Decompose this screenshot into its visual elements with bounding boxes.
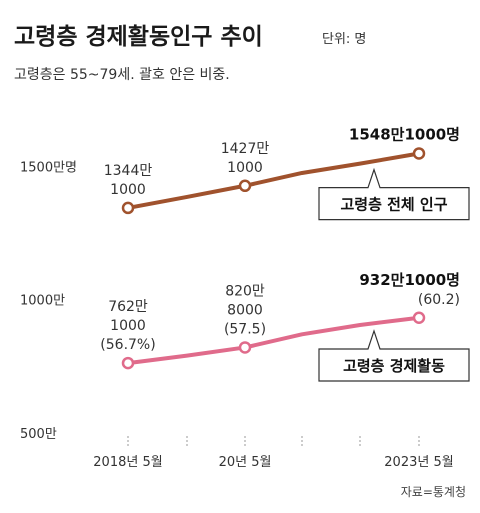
data-label: 1548만1000명	[349, 125, 460, 143]
data-point-marker	[412, 147, 426, 160]
x-tick-label: 20년 5월	[219, 455, 272, 470]
plot-area: 1500만명 1000만 500만 2018년 5월 20년 5월 2023년 5월 134…	[20, 125, 470, 470]
unit-label: 단위: 명	[322, 32, 366, 47]
data-label: (56.7%)	[100, 337, 155, 353]
data-point-marker	[412, 311, 426, 325]
chart-subtitle: 고령층은 55~79세. 괄호 안은 비중.	[14, 67, 230, 83]
callout-label: 고령층 전체 인구	[340, 196, 447, 214]
series-line-0	[126, 151, 421, 210]
data-label: 1427만	[221, 141, 270, 157]
y-tick-label: 1000만	[20, 294, 65, 309]
data-label: 762만	[108, 299, 148, 315]
data-label: (57.5)	[224, 321, 266, 337]
data-point-marker	[121, 356, 135, 370]
x-tick-label: 2023년 5월	[384, 455, 453, 470]
callout-box	[318, 329, 470, 382]
data-label: 1344만	[104, 163, 153, 179]
data-label: 1000	[227, 160, 263, 176]
data-point-marker	[121, 201, 135, 215]
callout-box	[318, 167, 470, 221]
source-label: 자료=통계청	[401, 485, 466, 499]
callout-label: 고령층 경제활동	[343, 357, 445, 375]
data-point-marker	[238, 179, 252, 193]
data-label: (60.2)	[418, 292, 460, 308]
data-label: 1000	[110, 182, 146, 198]
data-label: 820만	[225, 283, 265, 299]
y-tick-label: 500만	[20, 427, 57, 442]
x-tick-label: 2018년 5월	[93, 455, 162, 470]
data-label: 1000	[110, 318, 146, 334]
chart-title: 고령층 경제활동인구 추이	[14, 24, 263, 50]
data-label: 8000	[227, 302, 263, 318]
series-line-1	[126, 315, 421, 366]
data-point-marker	[238, 341, 252, 354]
y-tick-label: 1500만명	[20, 160, 77, 175]
data-label: 932만1000명	[359, 271, 460, 289]
